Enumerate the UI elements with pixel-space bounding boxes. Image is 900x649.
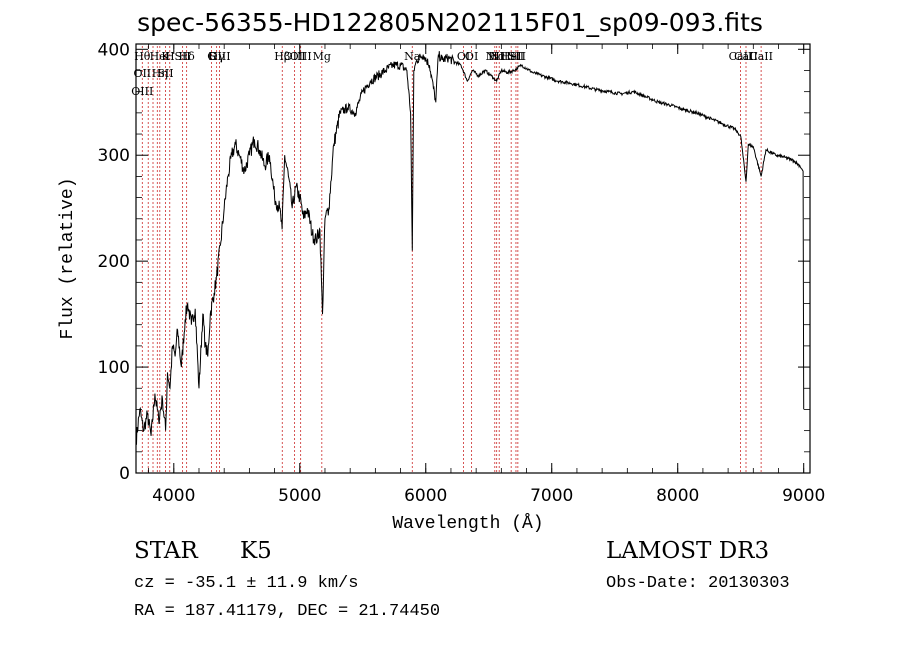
line-label: Mg <box>313 50 331 63</box>
flux-series-line <box>135 51 805 445</box>
survey-name: LAMOST DR3 <box>606 538 770 564</box>
x-tick-label: 5000 <box>278 486 321 506</box>
line-label: Na <box>404 50 421 63</box>
line-label: H <box>165 50 175 63</box>
line-label: OIII <box>284 50 306 63</box>
plot-frame <box>135 43 811 474</box>
line-label: SII <box>510 50 526 63</box>
line-label: NII <box>486 50 504 63</box>
line-label: G <box>207 50 216 63</box>
x-tick-label: 7000 <box>530 486 573 506</box>
x-tick-label: 4000 <box>152 486 195 506</box>
line-label: OIII <box>208 50 230 63</box>
line-label: OI <box>465 50 478 63</box>
line-label: SII <box>174 50 190 63</box>
line-label: Hδ <box>179 50 196 63</box>
line-label: Hγ <box>209 50 226 63</box>
line-label: Hη <box>152 67 168 80</box>
y-axis-label: Flux (relative) <box>58 177 78 339</box>
observation-date: Obs-Date: 20130303 <box>606 574 790 593</box>
y-tick-label: 0 <box>119 464 130 484</box>
x-tick-label: 9000 <box>782 486 825 506</box>
x-tick-label: 8000 <box>656 486 699 506</box>
redshift-cz: cz = -35.1 ± 11.9 km/s <box>134 574 359 593</box>
line-label: OIII <box>290 50 312 63</box>
chart-title: spec-56355-HD122805N202115F01_sp09-093.f… <box>137 8 763 37</box>
line-label: OIII <box>131 85 153 98</box>
line-label: OI <box>457 50 470 63</box>
x-axis-label: Wavelength (Å) <box>392 513 543 534</box>
line-label: K <box>161 50 170 63</box>
line-label: OII <box>133 67 151 80</box>
line-label: HeI <box>150 50 170 63</box>
line-label: HeI <box>501 50 521 63</box>
line-label: NII <box>490 50 508 63</box>
line-label: Hα <box>488 50 506 63</box>
y-tick-label: 200 <box>98 252 130 272</box>
object-subclass: K5 <box>240 538 272 564</box>
x-tick-label: 6000 <box>404 486 447 506</box>
line-label: CaII <box>729 50 753 63</box>
line-label: Hβ <box>274 50 290 63</box>
line-label: CaII <box>734 50 758 63</box>
line-label: SII <box>508 50 524 63</box>
y-tick-label: 400 <box>98 40 130 60</box>
y-tick-label: 100 <box>98 358 130 378</box>
line-label: SII <box>157 67 173 80</box>
y-tick-label: 300 <box>98 146 130 166</box>
ra-dec-coordinates: RA = 187.41179, DEC = 21.74450 <box>134 602 441 621</box>
object-class: STAR <box>134 538 198 564</box>
line-label: CaII <box>749 50 773 63</box>
line-label: Hθ <box>134 50 151 63</box>
